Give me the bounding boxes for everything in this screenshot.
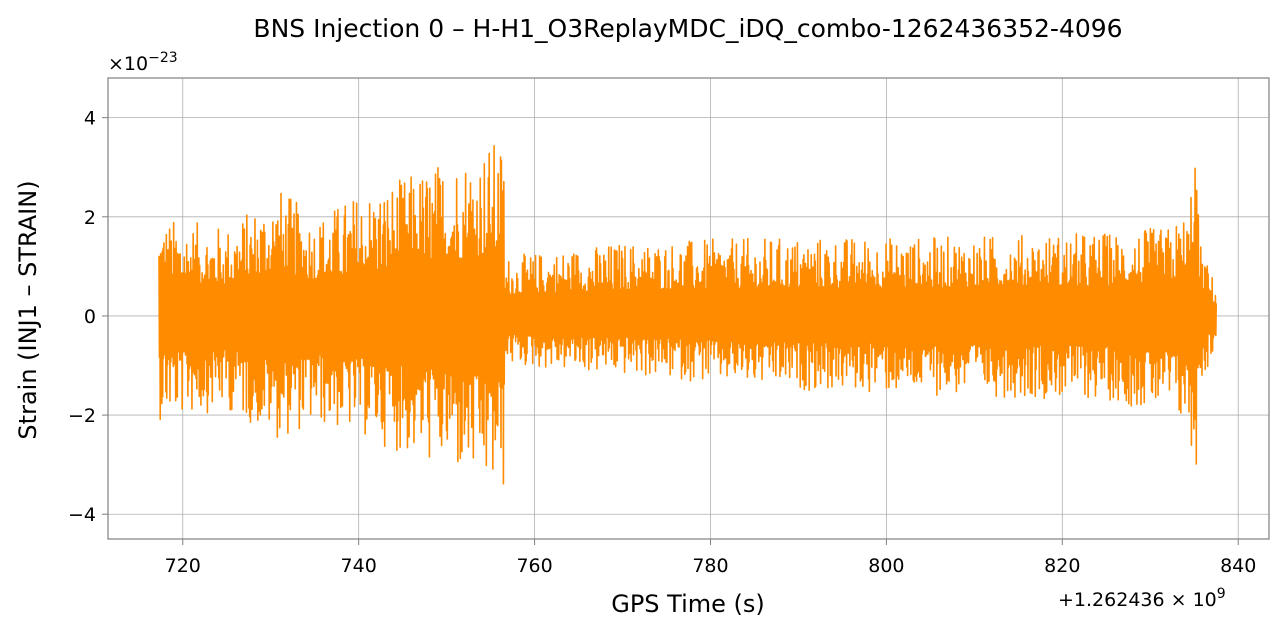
strain-line xyxy=(158,144,1218,485)
x-offset-base: +1.262436 × 10 xyxy=(1058,589,1217,611)
x-tick-label: 800 xyxy=(868,555,904,577)
x-tick-label: 780 xyxy=(692,555,728,577)
y-tick-label: −2 xyxy=(68,405,96,427)
strain-series xyxy=(158,144,1218,485)
x-tick-label: 760 xyxy=(516,555,552,577)
plot-frame xyxy=(107,77,1270,540)
x-axis-label: GPS Time (s) xyxy=(611,590,765,618)
x-tick-label: 740 xyxy=(341,555,377,577)
y-scale-exponent: −23 xyxy=(148,50,178,66)
y-tick-label: −4 xyxy=(68,504,96,526)
x-tick-label: 840 xyxy=(1220,555,1256,577)
x-offset-label: +1.262436 × 109 xyxy=(1058,586,1226,611)
y-axis-label: Strain (INJ1 – STRAIN) xyxy=(14,180,42,439)
x-offset-exponent: 9 xyxy=(1217,586,1226,602)
y-tick-label: 2 xyxy=(84,207,96,229)
y-scale-base: ×10 xyxy=(108,53,148,75)
y-scale-label: ×10−23 xyxy=(108,50,178,75)
chart-title: BNS Injection 0 – H-H1_O3ReplayMDC_iDQ_c… xyxy=(253,14,1122,43)
axis-ticks: 720 740 760 780 800 820 840 −4 −2 0 2 4 xyxy=(68,108,1256,577)
y-tick-label: 0 xyxy=(84,306,96,328)
y-tick-label: 4 xyxy=(84,108,96,130)
x-tick-label: 820 xyxy=(1044,555,1080,577)
x-tick-label: 720 xyxy=(165,555,201,577)
